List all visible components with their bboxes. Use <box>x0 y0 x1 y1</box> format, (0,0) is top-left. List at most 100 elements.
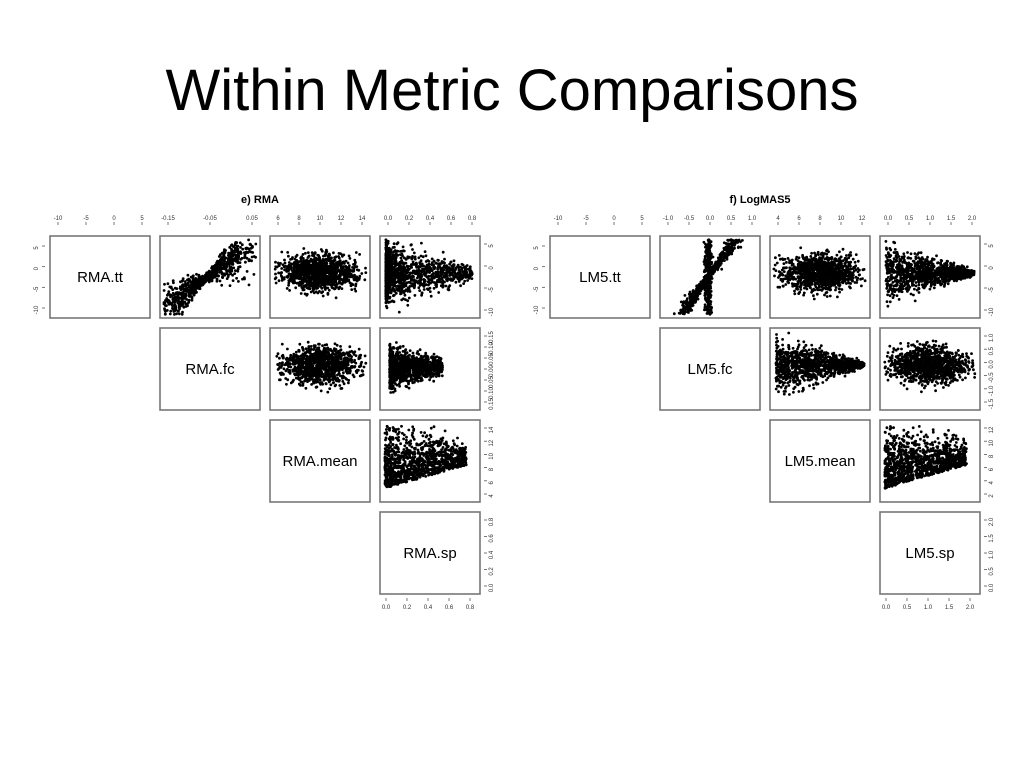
scatter-point <box>175 291 178 294</box>
diagonal-cell <box>49 235 151 319</box>
scatter-point <box>346 266 350 270</box>
scatter-point <box>326 360 330 363</box>
scatter-point <box>423 250 427 254</box>
scatter-point <box>304 347 308 351</box>
scatter-point <box>337 269 341 273</box>
scatter-point <box>320 286 324 290</box>
scatter-point <box>457 268 461 272</box>
bottom-tick-label: 0.2 <box>403 605 412 611</box>
scatter-point <box>285 275 289 279</box>
scatter-point <box>392 346 396 350</box>
scatter-point <box>420 291 424 295</box>
scatter-point <box>283 258 286 262</box>
scatter-point <box>291 356 295 360</box>
scatter-point <box>320 279 324 283</box>
scatter-point <box>287 279 291 282</box>
top-tick-label: 10 <box>317 216 324 222</box>
scatter-point <box>163 282 166 286</box>
scatter-point <box>221 272 225 276</box>
scatter-point <box>183 297 186 300</box>
scatter-point <box>334 255 337 259</box>
scatter-point <box>432 379 436 383</box>
scatter-point <box>469 274 473 277</box>
scatter-point <box>428 378 431 382</box>
scatter-point <box>385 276 388 280</box>
scatter-point <box>424 283 428 286</box>
scatter-point <box>469 271 472 274</box>
scatter-point <box>303 278 307 281</box>
scatter-point <box>238 251 242 254</box>
scatter-point <box>385 300 389 304</box>
scatter-point <box>460 266 464 270</box>
scatter-point <box>181 279 185 283</box>
scatter-point <box>193 281 196 285</box>
scatter-point <box>417 256 421 260</box>
scatter-point <box>340 361 344 364</box>
scatter-point <box>329 383 333 387</box>
scatter-point <box>222 253 226 257</box>
scatter-point <box>319 382 322 386</box>
scatter-point <box>169 285 173 289</box>
scatter-point <box>404 298 407 301</box>
scatter-point <box>248 242 252 246</box>
scatter-point <box>308 270 312 274</box>
scatter-point <box>418 289 422 292</box>
scatter-point <box>234 269 237 272</box>
scatter-point <box>357 368 360 372</box>
scatter-point <box>167 290 171 294</box>
scatter-point <box>202 276 205 280</box>
scatter-point <box>304 386 308 390</box>
scatter-point <box>299 377 302 380</box>
scatter-point <box>434 283 438 287</box>
scatter-point <box>183 292 187 296</box>
scatter-point <box>284 357 288 361</box>
scatter-point <box>314 271 317 275</box>
scatter-point <box>316 291 320 295</box>
scatter-point <box>274 260 277 264</box>
scatter-point <box>328 277 332 281</box>
scatter-point <box>276 363 279 366</box>
scatter-point <box>442 280 445 284</box>
scatter-point <box>274 281 278 285</box>
scatter-point <box>345 367 349 371</box>
scatter-point <box>215 279 219 283</box>
scatter-point <box>166 293 169 297</box>
scatter-point <box>299 292 303 295</box>
right-tick-label: 0.8 <box>489 517 495 526</box>
scatter-point <box>437 274 441 278</box>
scatter-point <box>163 312 167 316</box>
scatter-point <box>430 280 434 284</box>
diagonal-cell <box>269 419 371 503</box>
scatter-point <box>408 281 412 284</box>
scatter-point <box>360 360 363 364</box>
scatter-point <box>403 293 407 297</box>
scatter-point <box>389 262 393 266</box>
scatter-point <box>355 265 359 268</box>
scatter-point <box>323 373 327 377</box>
scatter-point <box>190 296 194 300</box>
right-tick-label: 0.0 <box>489 583 495 592</box>
scatter-point <box>404 261 408 265</box>
scatter-point <box>223 267 227 271</box>
rma-scatter-matrix: e) RMA-10 -5 0 5 -0.15 -0.05 0.05 6 8 10 12 14 0.0 0.… <box>34 194 495 611</box>
scatter-point <box>408 271 412 275</box>
scatter-point <box>347 370 350 374</box>
scatter-point <box>181 287 185 291</box>
scatter-point <box>350 288 354 291</box>
scatter-point <box>406 354 410 358</box>
scatter-point <box>331 381 335 385</box>
scatter-point <box>406 286 410 290</box>
scatter-point <box>301 346 304 350</box>
scatter-point <box>357 347 361 351</box>
scatter-point <box>338 364 342 367</box>
scatter-point <box>444 284 448 288</box>
scatter-point <box>211 276 215 279</box>
scatter-point <box>248 259 252 262</box>
scatter-point <box>385 271 389 274</box>
scatter-point <box>414 263 417 267</box>
scatter-point <box>445 275 449 278</box>
scatter-point <box>249 246 253 250</box>
scatter-point <box>179 280 182 284</box>
scatter-point <box>165 304 168 307</box>
scatter-point <box>347 254 351 258</box>
